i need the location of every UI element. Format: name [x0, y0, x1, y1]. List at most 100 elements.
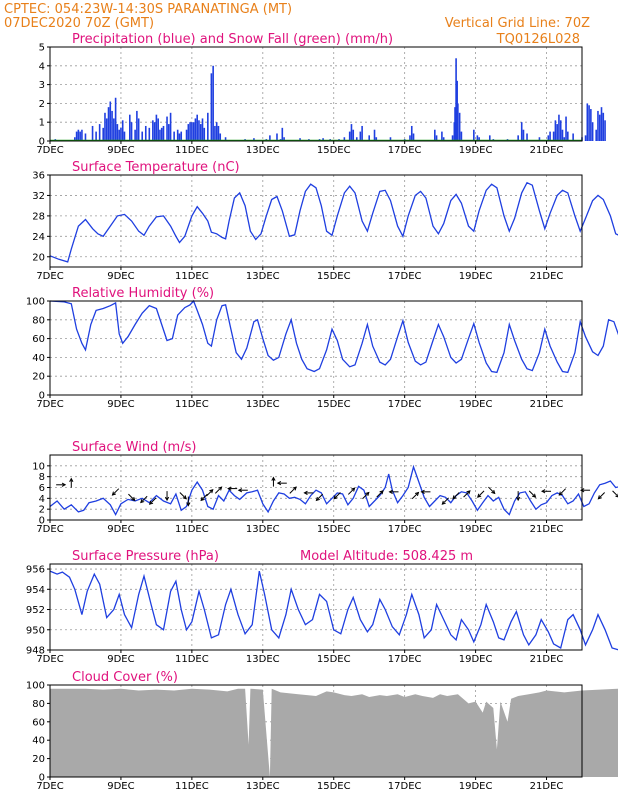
wind-arrow-head [303, 490, 308, 496]
x-tick-label: 19DEC [459, 524, 493, 535]
precip-bar [552, 131, 555, 141]
wind-arrow-head [540, 489, 546, 494]
precip-bar [134, 129, 136, 141]
panel-title: Surface Pressure (hPa) [72, 549, 219, 564]
wind-arrow-shaft [179, 492, 187, 500]
wind-arrow [580, 488, 591, 493]
wind-arrow [271, 476, 276, 487]
wind-arrow-shaft [149, 497, 157, 505]
precip-bar [454, 107, 456, 141]
precip-bar [538, 137, 541, 141]
y-tick-label: 20 [32, 372, 45, 383]
x-tick-label: 13DEC [246, 271, 280, 282]
x-tick-label: 19DEC [459, 399, 493, 410]
panel-title: Surface Wind (m/s) [72, 440, 196, 455]
precip-bar [455, 58, 457, 141]
precip-bar [283, 137, 285, 141]
x-tick-label: 7DEC [36, 781, 63, 792]
x-tick-label: 21DEC [530, 524, 564, 535]
y-tick-label: 60 [32, 717, 45, 728]
wind-arrow [441, 497, 449, 505]
y-tick-label: 4 [39, 494, 45, 505]
precip-bar [368, 135, 370, 141]
wind-arrow-shaft [411, 492, 419, 500]
y-tick-label: 20 [32, 252, 45, 263]
wind-arrow [362, 491, 370, 500]
precip-bar [214, 125, 216, 141]
wind-arrow [140, 495, 148, 504]
precip-bar [144, 125, 147, 141]
precip-bar [199, 124, 202, 141]
panel-cloud: 0 20 40 60 80 100 7DEC 9DEC 11DEC 13DEC 15DEC 17DEC… [26, 670, 618, 792]
wind-arrow [128, 493, 136, 502]
wind-arrow-head [615, 493, 618, 498]
wind-arrow [315, 493, 324, 502]
x-tick-label: 15DEC [317, 781, 351, 792]
precip-bar [104, 112, 106, 141]
wind-arrow [69, 477, 74, 488]
wind-arrow-head [61, 482, 67, 487]
precip-bar [155, 114, 158, 141]
precip-bar [212, 65, 214, 141]
precip-bar [162, 125, 165, 141]
y-tick-label: 80 [32, 699, 45, 710]
wind-arrow-head [227, 486, 232, 491]
wind-arrow-head [292, 486, 297, 491]
y-tick-label: 40 [32, 353, 45, 364]
wind-arrow-head [477, 493, 482, 498]
x-tick-label: 9DEC [107, 654, 134, 665]
panel-frame [49, 46, 583, 142]
wind-arrow-shaft [452, 492, 460, 500]
wind-arrow-shaft [362, 492, 370, 500]
header-grid-note: Vertical Grid Line: 70Z [445, 16, 590, 31]
precip-bar [129, 114, 131, 141]
x-tick-label: 9DEC [107, 781, 134, 792]
y-tick-label: 24 [32, 232, 45, 243]
x-tick-label: 11DEC [175, 271, 209, 282]
x-tick-label: 11DEC [175, 399, 209, 410]
panel-title: Precipitation (blue) and Snow Fall (gree… [72, 32, 393, 47]
precip-bar [554, 120, 557, 141]
precip-bar [120, 127, 122, 141]
panel-annotation: Model Altitude: 508.425 m [300, 549, 473, 564]
x-tick-label: 15DEC [317, 145, 351, 156]
x-tick-label: 11DEC [175, 781, 209, 792]
wind-arrow-head [558, 491, 563, 496]
x-tick-label: 13DEC [246, 654, 280, 665]
temp-line [49, 181, 618, 263]
y-tick-label: 950 [26, 625, 45, 636]
y-tick-label: 4 [39, 61, 45, 72]
precip-bar [558, 114, 560, 141]
precip-bar [215, 122, 218, 141]
precip-bar [299, 138, 301, 141]
precip-bar [375, 137, 378, 141]
y-tick-label: 5 [39, 43, 45, 54]
wind-arrow-shaft [376, 490, 384, 498]
x-tick-label: 21DEC [530, 654, 564, 665]
precip-bar [591, 122, 594, 141]
precip-bar [75, 131, 78, 141]
precip-bar [157, 118, 159, 141]
wind-arrow [488, 486, 496, 495]
wind-arrow [227, 486, 238, 491]
precip-bar [118, 129, 120, 141]
wind-arrow-head [365, 491, 370, 496]
x-tick-label: 21DEC [530, 145, 564, 156]
precip-bar [572, 133, 574, 141]
wind-arrow [452, 492, 460, 500]
wind-arrow-shaft [558, 488, 566, 496]
wind-arrow [214, 486, 223, 494]
precip-bar [565, 116, 567, 141]
y-tick-label: 0 [39, 773, 45, 784]
wind-arrow [186, 496, 191, 507]
precip-bar [348, 131, 351, 141]
y-tick-label: 1 [39, 118, 45, 129]
rh-line [49, 299, 618, 374]
x-tick-label: 11DEC [175, 524, 209, 535]
x-tick-label: 9DEC [107, 399, 134, 410]
wind-arrow-shaft [347, 487, 355, 495]
wind-arrow-shaft [289, 486, 297, 494]
x-tick-label: 13DEC [246, 781, 280, 792]
wind-arrow [612, 490, 618, 498]
